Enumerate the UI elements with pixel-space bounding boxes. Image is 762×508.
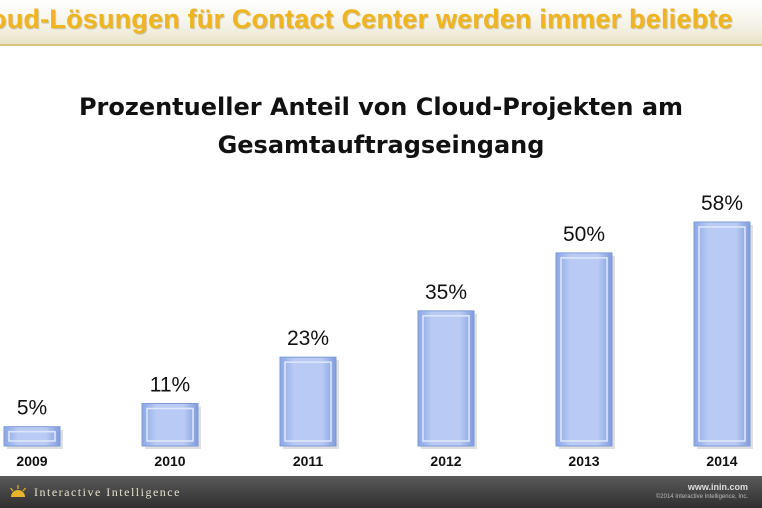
bar [3, 426, 61, 447]
category-label: 2010 [154, 453, 185, 469]
value-label: 50% [563, 223, 605, 246]
value-label: 11% [150, 374, 190, 397]
category-label: 2011 [293, 453, 324, 469]
bar-bevel [146, 407, 194, 442]
value-label: 58% [701, 192, 743, 215]
footer-copyright: ©2014 Interactive Intelligence, Inc. [655, 494, 748, 500]
category-label: 2012 [430, 453, 461, 469]
category-label: 2013 [568, 453, 599, 469]
bar-bevel [284, 361, 332, 442]
category-label: 2009 [16, 453, 47, 469]
bar-chart: 5% 2009 11% 2010 23% 2011 35% 2012 50% 2013 58% 201… [3, 192, 753, 469]
value-label: 23% [287, 327, 329, 350]
footer: Interactive Intelligence www.inin.com ©2… [0, 476, 762, 508]
bar [693, 221, 751, 447]
sun-logo-icon [10, 485, 26, 497]
value-label: 35% [425, 281, 467, 304]
category-label: 2014 [706, 453, 737, 469]
bar-bevel [8, 430, 56, 442]
chart-title-line-2: Gesamtauftragseingang [217, 131, 545, 159]
chart-title: Prozentueller Anteil von Cloud-Projekten… [0, 88, 762, 164]
bar [141, 403, 199, 447]
footer-brand: Interactive Intelligence [34, 485, 181, 499]
chart-title-line-1: Prozentueller Anteil von Cloud-Projekten… [78, 93, 684, 121]
bar [555, 252, 613, 447]
banner-title: oud-Lösungen für Contact Center werden i… [0, 4, 733, 34]
footer-url[interactable]: www.inin.com [687, 482, 748, 492]
bar [279, 356, 337, 447]
header-banner: oud-Lösungen für Contact Center werden i… [0, 0, 762, 46]
bar-bevel [422, 315, 470, 442]
bar [417, 310, 475, 447]
bar-bevel [560, 257, 608, 442]
value-label: 5% [17, 397, 47, 420]
bar-bevel [698, 226, 746, 442]
